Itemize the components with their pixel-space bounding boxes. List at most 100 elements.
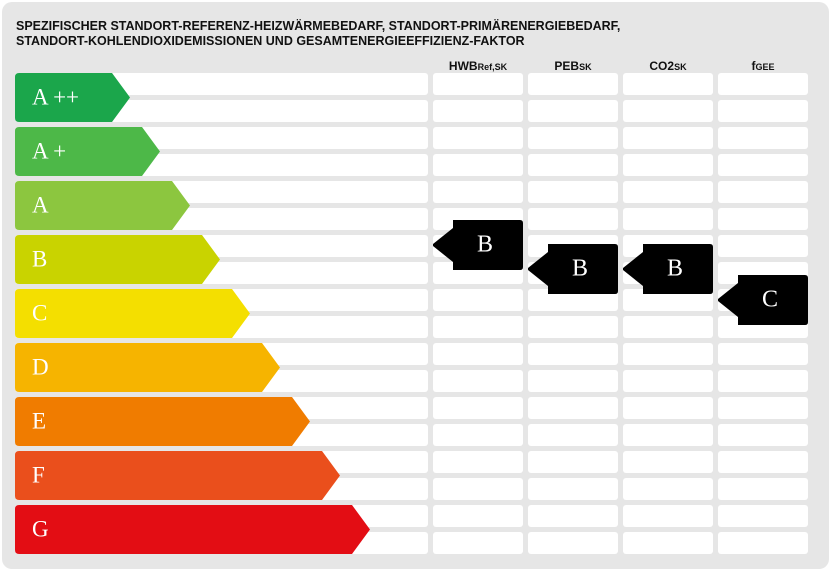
cell-strip xyxy=(528,451,618,473)
header-sub: SK xyxy=(579,62,592,72)
cell-strip xyxy=(433,397,523,419)
class-label: A ++ xyxy=(32,84,79,109)
cell-strip xyxy=(528,370,618,392)
class-bar xyxy=(15,181,190,230)
class-label: E xyxy=(32,408,46,433)
rating-label: B xyxy=(667,256,683,282)
cell-strip xyxy=(623,154,713,176)
cell-strip xyxy=(528,424,618,446)
column-header: HWBRef,SK xyxy=(449,59,508,73)
cell-strip xyxy=(433,289,523,311)
class-bar xyxy=(15,397,310,446)
cell-strip xyxy=(433,100,523,122)
cell-strip xyxy=(623,532,713,554)
cell-strip xyxy=(718,208,808,230)
cell-strip xyxy=(718,370,808,392)
class-label: C xyxy=(32,300,47,325)
class-bar xyxy=(15,127,160,176)
class-label: G xyxy=(32,516,49,541)
class-label: A xyxy=(32,192,49,217)
cell-strip xyxy=(718,397,808,419)
column-header: PEBSK xyxy=(554,59,592,73)
cell-strip xyxy=(623,100,713,122)
title-line: SPEZIFISCHER STANDORT-REFERENZ-HEIZWÄRME… xyxy=(16,18,620,33)
rating-marker xyxy=(623,244,713,294)
class-bar xyxy=(15,343,280,392)
cell-strip xyxy=(718,73,808,95)
class-label: A + xyxy=(32,138,66,163)
column-header: CO2SK xyxy=(649,59,687,73)
class-label: D xyxy=(32,354,49,379)
cell-strip xyxy=(528,532,618,554)
cell-strip xyxy=(718,478,808,500)
cell-strip xyxy=(718,532,808,554)
rating-label: C xyxy=(762,287,778,313)
cell-strip xyxy=(623,370,713,392)
cell-strip xyxy=(528,208,618,230)
cell-strip xyxy=(528,127,618,149)
cell-strip xyxy=(528,289,618,311)
cell-strip xyxy=(433,505,523,527)
rating-marker xyxy=(718,275,808,325)
cell-strip xyxy=(528,478,618,500)
rating-label: B xyxy=(572,256,588,282)
class-bar xyxy=(15,451,340,500)
cell-strip xyxy=(433,154,523,176)
cell-strip xyxy=(528,505,618,527)
cell-strip xyxy=(433,316,523,338)
cell-strip xyxy=(718,127,808,149)
cell-strip xyxy=(718,100,808,122)
cell-strip xyxy=(528,316,618,338)
cell-strip xyxy=(433,181,523,203)
header-main: PEB xyxy=(554,59,579,73)
header-sub: Ref,SK xyxy=(478,62,508,72)
header-main: f xyxy=(751,59,756,73)
cell-strip xyxy=(718,451,808,473)
cell-strip xyxy=(623,127,713,149)
rating-label: B xyxy=(477,232,493,258)
cell-strip xyxy=(528,154,618,176)
cell-strip xyxy=(623,451,713,473)
header-sub: SK xyxy=(674,62,687,72)
cell-strip xyxy=(718,235,808,257)
cell-strip xyxy=(433,478,523,500)
cell-strip xyxy=(433,451,523,473)
cell-strip xyxy=(528,181,618,203)
class-label: B xyxy=(32,246,47,271)
cell-strip xyxy=(718,343,808,365)
class-bar xyxy=(15,289,250,338)
cell-strip xyxy=(718,154,808,176)
cell-strip xyxy=(433,370,523,392)
cell-strip xyxy=(718,424,808,446)
cell-strip xyxy=(623,73,713,95)
header-main: HWB xyxy=(449,59,478,73)
cell-strip xyxy=(623,478,713,500)
class-bar xyxy=(15,73,130,122)
header-sub: GEE xyxy=(755,62,774,72)
column-header: fGEE xyxy=(751,59,774,73)
rating-marker xyxy=(433,220,523,270)
cell-strip xyxy=(623,397,713,419)
cell-strip xyxy=(433,424,523,446)
cell-strip xyxy=(433,343,523,365)
cell-strip xyxy=(528,397,618,419)
cell-strip xyxy=(623,505,713,527)
cell-strip xyxy=(433,73,523,95)
cell-strip xyxy=(528,100,618,122)
header-main: CO2 xyxy=(649,59,674,73)
rating-marker xyxy=(528,244,618,294)
cell-strip xyxy=(623,424,713,446)
class-bar xyxy=(15,505,370,554)
cell-strip xyxy=(433,532,523,554)
class-label: F xyxy=(32,462,45,487)
cell-strip xyxy=(623,343,713,365)
class-bar xyxy=(15,235,220,284)
cell-strip xyxy=(528,73,618,95)
cell-strip xyxy=(528,343,618,365)
title-line: STANDORT-KOHLENDIOXIDEMISSIONEN UND GESA… xyxy=(16,34,525,48)
cell-strip xyxy=(623,289,713,311)
cell-strip xyxy=(718,181,808,203)
cell-strip xyxy=(718,505,808,527)
cell-strip xyxy=(623,316,713,338)
